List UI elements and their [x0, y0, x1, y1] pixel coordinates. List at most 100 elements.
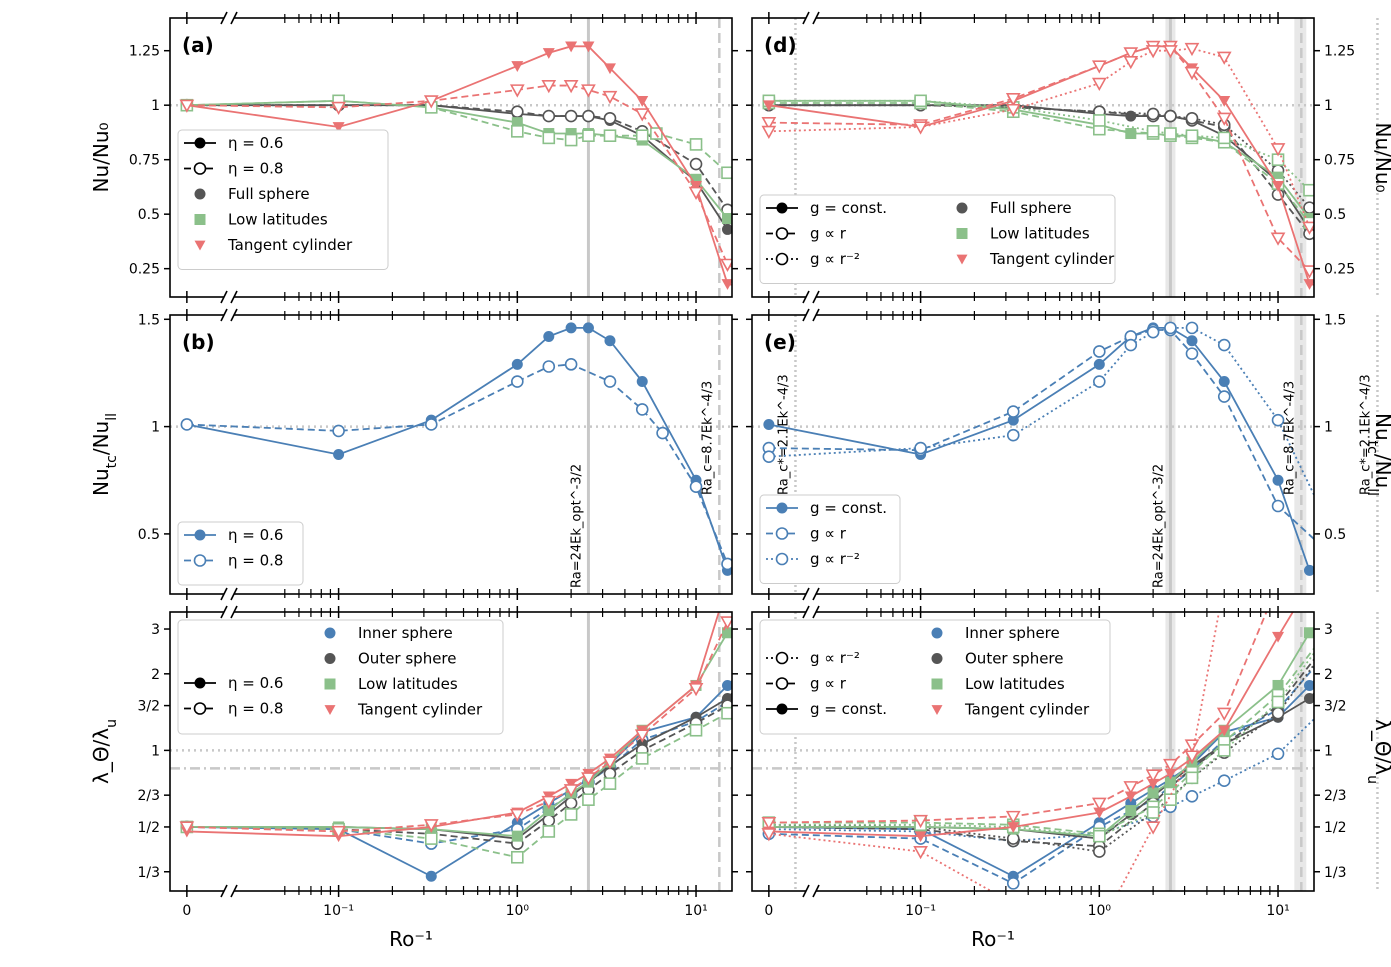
data-point-triangle [1123, 781, 1139, 795]
data-point-circle [1217, 774, 1231, 787]
legend-label: g ∝ r⁻² [810, 649, 860, 667]
data-point-circle [1006, 405, 1020, 418]
panel-e: 0.5 1 1.5 (e) Nutc/Null Ra=24Ek_opt^-3/2 Ra_c=… [746, 308, 1391, 601]
data-point-square [1303, 183, 1314, 197]
data-point-square [582, 793, 595, 806]
annot-opt: Ra=24Ek_opt^-3/2 [1151, 464, 1166, 588]
axis-break-mark [230, 605, 238, 619]
data-point-square [1164, 127, 1177, 140]
series-line-1 [768, 666, 1314, 885]
data-point-square [721, 166, 732, 180]
data-point-triangle [1145, 769, 1161, 783]
data-point-triangle [690, 181, 703, 192]
data-point-triangle [423, 819, 439, 833]
data-point-circle [424, 418, 438, 431]
data-point-triangle [1302, 265, 1314, 279]
data-point-triangle [179, 99, 195, 113]
data-point-triangle [1091, 60, 1107, 74]
data-point-square [1304, 627, 1314, 639]
data-point-triangle [913, 846, 928, 860]
legend-label: g ∝ r [810, 675, 847, 693]
data-point-square [1146, 806, 1160, 819]
legend-label: η = 0.6 [228, 674, 283, 692]
axis-break-mark [812, 605, 820, 619]
axes-frame [751, 17, 1315, 298]
axis-break-mark [812, 884, 820, 898]
data-point-circle [1365, 579, 1376, 590]
panel-b: 0.5 1 1.5 (b) Nutc/Null Ra=24Ek_opt^-3/2 Ra_c=… [89, 308, 797, 601]
series-group [761, 579, 1376, 891]
data-point-circle [744, 674, 755, 685]
data-point-triangle [1326, 283, 1338, 294]
data-point-circle [1007, 414, 1019, 426]
legend-label: Tangent cylinder [227, 236, 353, 254]
data-point-circle [635, 403, 649, 416]
data-point-triangle [331, 825, 346, 840]
y-axis-title: Nutc/Null [89, 413, 120, 496]
data-point-circle [603, 375, 617, 388]
y-tick-label: 1 [1324, 420, 1333, 436]
data-point-circle [542, 814, 556, 827]
y-tick-label: 1 [151, 98, 160, 114]
legend-label: η = 0.6 [228, 526, 283, 544]
data-point-circle [1185, 111, 1199, 125]
legend-label: g ∝ r [810, 525, 847, 543]
data-point-triangle [720, 616, 732, 630]
data-point-circle [604, 335, 616, 347]
axis-break-gap [806, 590, 817, 598]
data-point-square [1326, 237, 1337, 248]
data-point-circle [1146, 107, 1160, 121]
data-point-triangle [931, 705, 943, 715]
axis-break-mark [230, 884, 238, 898]
data-point-circle [543, 330, 555, 342]
data-point-circle [931, 653, 943, 664]
axis-break-mark [802, 290, 810, 304]
data-point-circle [511, 358, 523, 370]
data-point-square [564, 808, 578, 821]
x-axis-title: Ro⁻¹ [971, 927, 1015, 951]
series-line-5 [768, 99, 1314, 196]
axis-break-mark [812, 290, 820, 304]
data-point-circle [689, 157, 703, 171]
x-tick-label: 10¹ [684, 903, 707, 919]
axis-break-mark [802, 11, 810, 25]
y-axis-title: λ_Θ/λu [89, 719, 120, 784]
data-point-circle [1271, 706, 1285, 720]
legend-label: Full sphere [990, 199, 1072, 217]
legend-label: Low latitudes [965, 675, 1065, 693]
data-point-circle [1124, 338, 1138, 352]
y-tick-label: 1/2 [1324, 820, 1347, 836]
data-point-triangle [783, 286, 795, 297]
data-point-circle [1326, 565, 1337, 576]
data-point-circle [1186, 335, 1198, 347]
data-point-triangle [1216, 112, 1232, 126]
data-point-square [721, 706, 732, 720]
axis-break-mark [220, 308, 228, 322]
legend-label: Tangent cylinder [357, 701, 483, 719]
x-tick-label: 10¹ [1266, 903, 1289, 919]
data-point-circle [564, 358, 578, 371]
y-tick-label: 0.5 [1324, 207, 1346, 223]
data-point-square [542, 825, 556, 838]
data-point-triangle [509, 808, 525, 823]
axis-break-mark [802, 884, 810, 898]
y-tick-label: 1.5 [138, 312, 160, 328]
legend-label: g = const. [810, 499, 887, 517]
data-point-circle [776, 202, 788, 214]
data-point-circle [744, 241, 755, 252]
data-point-triangle [324, 705, 336, 715]
y-tick-label: 1 [1324, 743, 1333, 759]
y-tick-label: 0.5 [138, 527, 160, 543]
data-point-circle [931, 627, 943, 639]
y-tick-label: 3/2 [137, 699, 160, 715]
data-point-circle [1185, 347, 1199, 360]
data-point-triangle [1184, 66, 1200, 81]
data-point-triangle [563, 784, 579, 798]
axis-break-gap [806, 608, 817, 616]
data-point-circle [775, 552, 789, 566]
data-point-circle [1006, 877, 1020, 890]
legend-label: g ∝ r [810, 225, 847, 243]
panel-label: (b) [182, 330, 215, 354]
axes-frame [751, 314, 1315, 595]
data-point-circle [1093, 345, 1106, 358]
